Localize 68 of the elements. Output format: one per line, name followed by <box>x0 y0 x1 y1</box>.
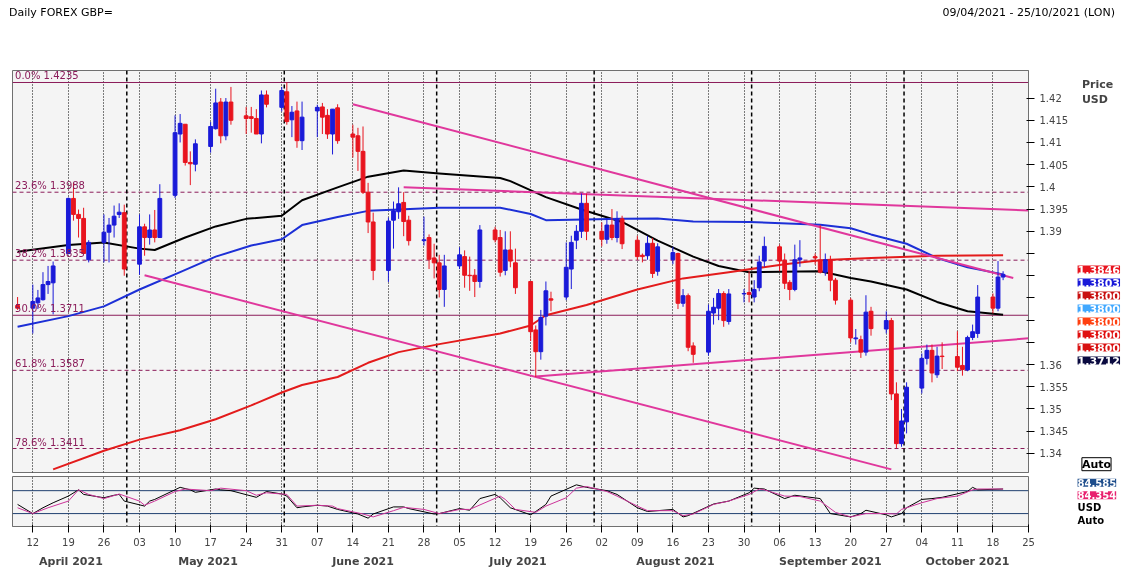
text: 84.354 <box>1077 490 1117 502</box>
x-tick-label: 04 <box>915 536 929 548</box>
text: Auto <box>1077 514 1105 526</box>
y-tick-label: 1.34 <box>1039 448 1062 460</box>
ref-line-label: 78.6% 1.3411 <box>15 436 85 448</box>
x-tick-label: 06 <box>773 536 786 548</box>
x-tick-label: 13 <box>808 536 822 548</box>
text: July 2021 <box>488 554 547 568</box>
text: 1.3800 <box>1077 302 1121 316</box>
text: 1.3846 <box>1077 263 1121 277</box>
x-tick-label: 05 <box>453 536 466 548</box>
y-tick-label: 1.345 <box>1039 426 1069 438</box>
y-tick-label: 1.42 <box>1039 93 1062 105</box>
x-tick-label: 17 <box>204 536 217 548</box>
x-tick-label: 25 <box>1022 536 1035 548</box>
ref-line-label: 0.0% 1.4235 <box>15 70 79 82</box>
x-tick-label: 19 <box>524 536 538 548</box>
text: October 2021 <box>925 554 1010 568</box>
text: 1.3800 <box>1077 289 1121 303</box>
y-tick-label: 1.395 <box>1039 204 1069 216</box>
x-tick-label: 07 <box>310 536 324 548</box>
y-tick-label: 1.415 <box>1039 115 1069 127</box>
y-tick-label: 1.405 <box>1039 159 1069 171</box>
ref-line-label: 61.8% 1.3587 <box>15 358 85 370</box>
y-axis-title: Price USD <box>1081 77 1114 107</box>
x-tick-label: 26 <box>559 536 573 548</box>
text: Auto <box>1081 457 1112 471</box>
x-tick-label: 21 <box>382 536 395 548</box>
text: 84.585 <box>1077 477 1117 489</box>
chart-subtitle: 09/04/2021 - 25/10/2021 (LON) <box>942 5 1115 21</box>
x-tick-label: 09 <box>630 536 644 548</box>
text: September 2021 <box>779 554 882 568</box>
x-tick-label: 24 <box>239 536 253 548</box>
y-tick-label: 1.355 <box>1039 381 1069 393</box>
text: 1.3800 <box>1077 315 1121 329</box>
x-tick-label: 26 <box>97 536 111 548</box>
text: 1.3800 <box>1077 341 1121 355</box>
x-tick-label: 27 <box>879 536 893 548</box>
text: April 2021 <box>39 554 103 568</box>
x-tick-label: 20 <box>844 536 858 548</box>
chart-title: Daily FOREX GBP= <box>9 5 113 21</box>
text: June 2021 <box>331 554 394 568</box>
x-tick-label: 11 <box>951 536 964 548</box>
ref-line-label: 38.2% 1.3835 <box>15 248 85 260</box>
x-tick-label: 31 <box>275 536 289 548</box>
text: May 2021 <box>178 554 238 568</box>
x-tick-label: 19 <box>62 536 75 548</box>
x-tick-label: 12 <box>26 536 40 548</box>
text: 1.3712 <box>1077 354 1121 368</box>
x-tick-label: 10 <box>168 536 182 548</box>
text: 1.3803 <box>1077 276 1121 290</box>
x-tick-label: 30 <box>737 536 751 548</box>
text: August 2021 <box>636 554 715 568</box>
text: USD <box>1077 502 1102 514</box>
x-tick-label: 16 <box>666 536 680 548</box>
x-tick-label: 03 <box>133 536 146 548</box>
x-tick-label: 28 <box>417 536 431 548</box>
y-tick-label: 1.41 <box>1039 137 1062 149</box>
x-tick-label: 18 <box>986 536 1000 548</box>
x-tick-label: 23 <box>702 536 715 548</box>
y-tick-label: 1.4 <box>1039 181 1056 193</box>
y-tick-label: 1.35 <box>1039 403 1062 415</box>
x-tick-label: 14 <box>346 536 360 548</box>
text: 1.3800 <box>1077 328 1121 342</box>
y-tick-label: 1.36 <box>1039 359 1062 371</box>
x-tick-label: 12 <box>488 536 502 548</box>
y-tick-label: 1.39 <box>1039 226 1062 238</box>
x-tick-label: 02 <box>595 536 609 548</box>
